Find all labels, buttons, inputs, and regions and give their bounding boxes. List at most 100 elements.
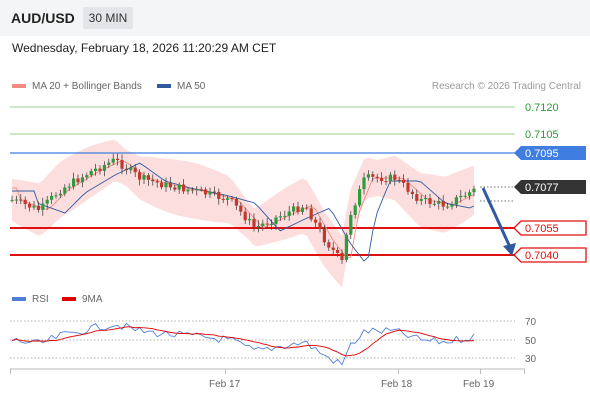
candle-body — [36, 205, 40, 210]
candle-body — [41, 203, 45, 210]
candle-body — [186, 189, 190, 192]
candlesticks — [10, 153, 476, 265]
timestamp: Wednesday, February 18, 2026 11:20:29 AM… — [12, 41, 277, 55]
candle-body — [72, 178, 76, 187]
candle-body — [239, 205, 243, 212]
level-tag-0.7040 — [513, 247, 587, 263]
candle-body — [94, 168, 98, 172]
candle-body — [217, 191, 221, 199]
candle-body — [116, 158, 120, 161]
candle-body — [283, 215, 287, 217]
ma9-label: 9MA — [82, 294, 103, 305]
rsi-tick-70: 70 — [525, 317, 537, 328]
candle-body — [410, 191, 414, 194]
candle-body — [340, 252, 344, 261]
candle-body — [160, 182, 164, 188]
candle-body — [314, 219, 318, 223]
candle-body — [432, 203, 436, 205]
candle-body — [234, 198, 238, 206]
candle-body — [292, 206, 296, 212]
candle-body — [164, 182, 168, 188]
level-tag-0.7055 — [513, 220, 587, 236]
candle-body — [168, 182, 172, 188]
candle-body — [309, 208, 313, 220]
candle-body — [437, 200, 441, 204]
candle-body — [221, 198, 225, 200]
candle-body — [441, 200, 445, 207]
candle-body — [63, 187, 67, 194]
rsi-9ma-line — [11, 326, 475, 357]
candle-body — [305, 207, 309, 209]
candle-body — [472, 188, 476, 193]
ma20-line — [12, 159, 475, 258]
candle-body — [331, 247, 335, 250]
candle-body — [366, 174, 370, 178]
candle-body — [300, 207, 304, 213]
forecast-arrow — [481, 187, 516, 256]
candle-body — [10, 199, 14, 201]
level-label-0.7120: 0.7120 — [525, 102, 559, 114]
rsi-lines — [11, 322, 475, 366]
candle-body — [102, 165, 106, 171]
ma50-swatch — [157, 84, 171, 89]
symbol-title: AUD/USD — [11, 10, 75, 26]
candle-body — [428, 198, 432, 204]
candle-body — [146, 175, 150, 180]
candle-body — [129, 167, 133, 171]
candle-body — [89, 171, 93, 176]
level-label-0.7095: 0.7095 — [525, 148, 559, 160]
last-price-label: 0.7077 — [525, 182, 559, 194]
level-label-0.7105: 0.7105 — [525, 129, 559, 141]
legend-ma20: MA 20 + Bollinger Bands — [12, 81, 142, 92]
candle-body — [362, 177, 366, 190]
candle-body — [393, 174, 397, 180]
candle-body — [80, 177, 84, 183]
ma50-line — [12, 162, 475, 262]
candle-body — [446, 206, 450, 208]
candle-body — [182, 184, 186, 192]
legend-9ma: 9MA — [62, 294, 103, 305]
candle-body — [230, 198, 234, 200]
candle-body — [344, 234, 348, 261]
legend-rsi: RSI — [12, 294, 49, 305]
candle-body — [208, 191, 212, 195]
candle-body — [327, 242, 331, 248]
candle-body — [243, 211, 247, 221]
candle-body — [23, 199, 27, 205]
candle-body — [120, 160, 124, 169]
rsi-label: RSI — [32, 294, 49, 305]
x-tick-feb19: Feb 19 — [463, 379, 495, 390]
timeframe-button[interactable]: 30 MIN — [83, 7, 133, 29]
candle-body — [133, 167, 137, 173]
candle-body — [155, 181, 159, 183]
last-price-tag — [514, 180, 586, 194]
candle-body — [138, 172, 142, 180]
candle-body — [54, 195, 58, 197]
candle-body — [270, 223, 274, 225]
candle-body — [248, 218, 252, 221]
candle-body — [124, 168, 128, 171]
candle-body — [190, 189, 194, 191]
candle-body — [296, 206, 300, 213]
candle-body — [85, 175, 89, 178]
candle-body — [195, 189, 199, 191]
x-tick-feb17: Feb 17 — [209, 379, 241, 390]
candle-body — [151, 179, 155, 182]
candle-body — [358, 189, 362, 206]
ma9-swatch — [62, 297, 76, 302]
candle-body — [336, 249, 340, 253]
candle-body — [111, 158, 115, 163]
candle-body — [353, 205, 357, 215]
candle-body — [278, 216, 282, 218]
candle-body — [261, 223, 265, 227]
candle-body — [226, 198, 230, 200]
bollinger-band — [12, 139, 474, 288]
chart-header: AUD/USD 30 MIN — [0, 0, 590, 36]
candle-body — [406, 182, 410, 192]
candle-body — [274, 217, 278, 224]
candle-body — [468, 192, 472, 196]
level-label-0.7040: 0.7040 — [525, 250, 559, 262]
candle-body — [265, 223, 269, 225]
copyright-text: Research © 2026 Trading Central — [431, 81, 581, 92]
